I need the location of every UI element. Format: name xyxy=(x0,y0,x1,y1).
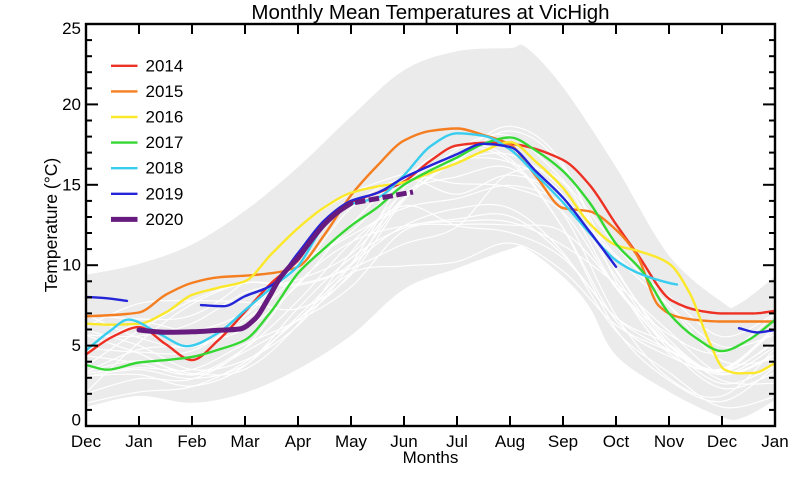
svg-text:Jan: Jan xyxy=(761,432,788,451)
svg-text:2017: 2017 xyxy=(146,133,184,152)
svg-text:Mar: Mar xyxy=(230,432,260,451)
svg-text:Jul: Jul xyxy=(446,432,468,451)
svg-text:2016: 2016 xyxy=(146,108,184,127)
svg-text:Jan: Jan xyxy=(125,432,152,451)
svg-text:2015: 2015 xyxy=(146,82,184,101)
svg-text:2014: 2014 xyxy=(146,56,184,75)
svg-text:0: 0 xyxy=(72,411,81,430)
svg-text:2018: 2018 xyxy=(146,159,184,178)
svg-text:15: 15 xyxy=(62,175,81,194)
svg-text:2019: 2019 xyxy=(146,184,184,203)
svg-text:Aug: Aug xyxy=(495,432,525,451)
svg-text:Months: Months xyxy=(403,448,459,467)
svg-text:10: 10 xyxy=(62,256,81,275)
svg-text:Temperature (°C): Temperature (°C) xyxy=(41,158,61,292)
svg-text:Dec: Dec xyxy=(71,432,102,451)
svg-text:Nov: Nov xyxy=(654,432,685,451)
svg-text:Feb: Feb xyxy=(177,432,206,451)
svg-text:Dec: Dec xyxy=(707,432,738,451)
svg-text:20: 20 xyxy=(62,95,81,114)
svg-text:Apr: Apr xyxy=(285,432,312,451)
svg-text:Oct: Oct xyxy=(603,432,630,451)
svg-text:May: May xyxy=(335,432,368,451)
svg-text:5: 5 xyxy=(72,336,81,355)
svg-text:Sep: Sep xyxy=(548,432,578,451)
svg-text:25: 25 xyxy=(62,19,81,38)
svg-text:2020: 2020 xyxy=(146,210,184,229)
svg-text:Jun: Jun xyxy=(390,432,417,451)
svg-text:Monthly Mean Temperatures at V: Monthly Mean Temperatures at VicHigh xyxy=(251,1,609,24)
